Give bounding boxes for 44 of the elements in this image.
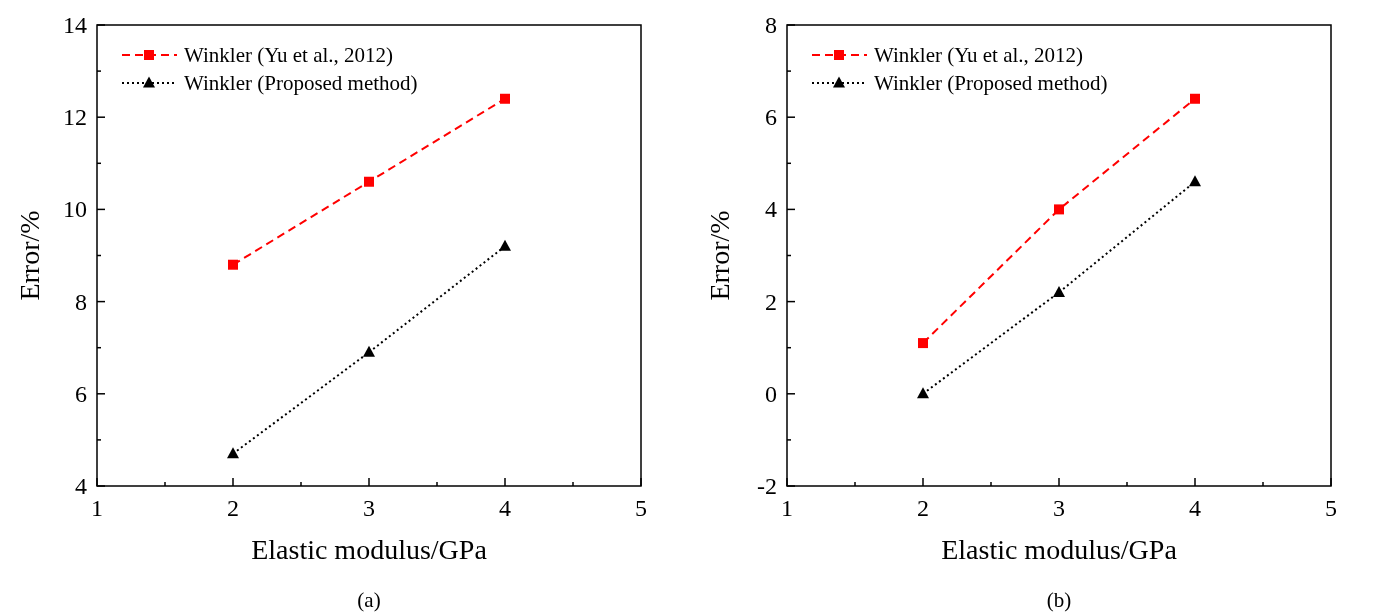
- point: [500, 93, 510, 104]
- point: [918, 338, 928, 349]
- y-tick-label: -2: [757, 473, 777, 499]
- y-tick-label: 4: [765, 196, 777, 223]
- x-tick-label: 5: [635, 495, 647, 521]
- legend-label: Winkler (Proposed method): [874, 71, 1108, 95]
- point: [363, 345, 375, 357]
- y-axis-title: Error/%: [704, 210, 735, 301]
- y-tick-label: 10: [63, 196, 87, 223]
- x-tick-label: 3: [1053, 495, 1065, 521]
- point: [1190, 93, 1200, 104]
- x-tick-label: 4: [499, 495, 511, 521]
- y-tick-label: 14: [63, 12, 87, 38]
- y-tick-label: 6: [765, 104, 777, 131]
- point: [1189, 175, 1201, 187]
- point: [1054, 204, 1064, 215]
- x-tick-label: 1: [91, 495, 103, 521]
- point: [1053, 285, 1065, 297]
- y-axis-title: Error/%: [14, 210, 45, 301]
- x-tick-label: 3: [363, 495, 375, 521]
- y-tick-label: 2: [765, 288, 777, 315]
- y-tick-label: 8: [75, 288, 87, 315]
- point: [917, 387, 929, 399]
- legend-label: Winkler (Yu et al., 2012): [184, 43, 394, 67]
- legend-label: Winkler (Yu et al., 2012): [874, 43, 1084, 67]
- x-tick-label: 2: [917, 495, 929, 521]
- point: [227, 447, 239, 459]
- x-tick-label: 5: [1325, 495, 1337, 521]
- y-tick-label: 6: [75, 380, 87, 407]
- y-tick-label: 4: [75, 473, 87, 499]
- x-tick-label: 4: [1189, 495, 1201, 521]
- x-tick-label: 1: [781, 495, 793, 521]
- y-tick-label: 12: [63, 104, 87, 131]
- y-tick-label: 0: [765, 380, 777, 407]
- point: [228, 259, 238, 270]
- y-tick-label: 8: [765, 12, 777, 38]
- x-axis-title: Elastic modulus/GPa: [941, 534, 1178, 565]
- x-axis-title: Elastic modulus/GPa: [251, 534, 488, 565]
- text: (b): [1046, 588, 1072, 612]
- point: [364, 176, 374, 187]
- legend-label: Winkler (Proposed method): [184, 71, 418, 95]
- text: (a): [357, 588, 381, 612]
- point: [499, 239, 511, 251]
- x-tick-label: 2: [227, 495, 239, 521]
